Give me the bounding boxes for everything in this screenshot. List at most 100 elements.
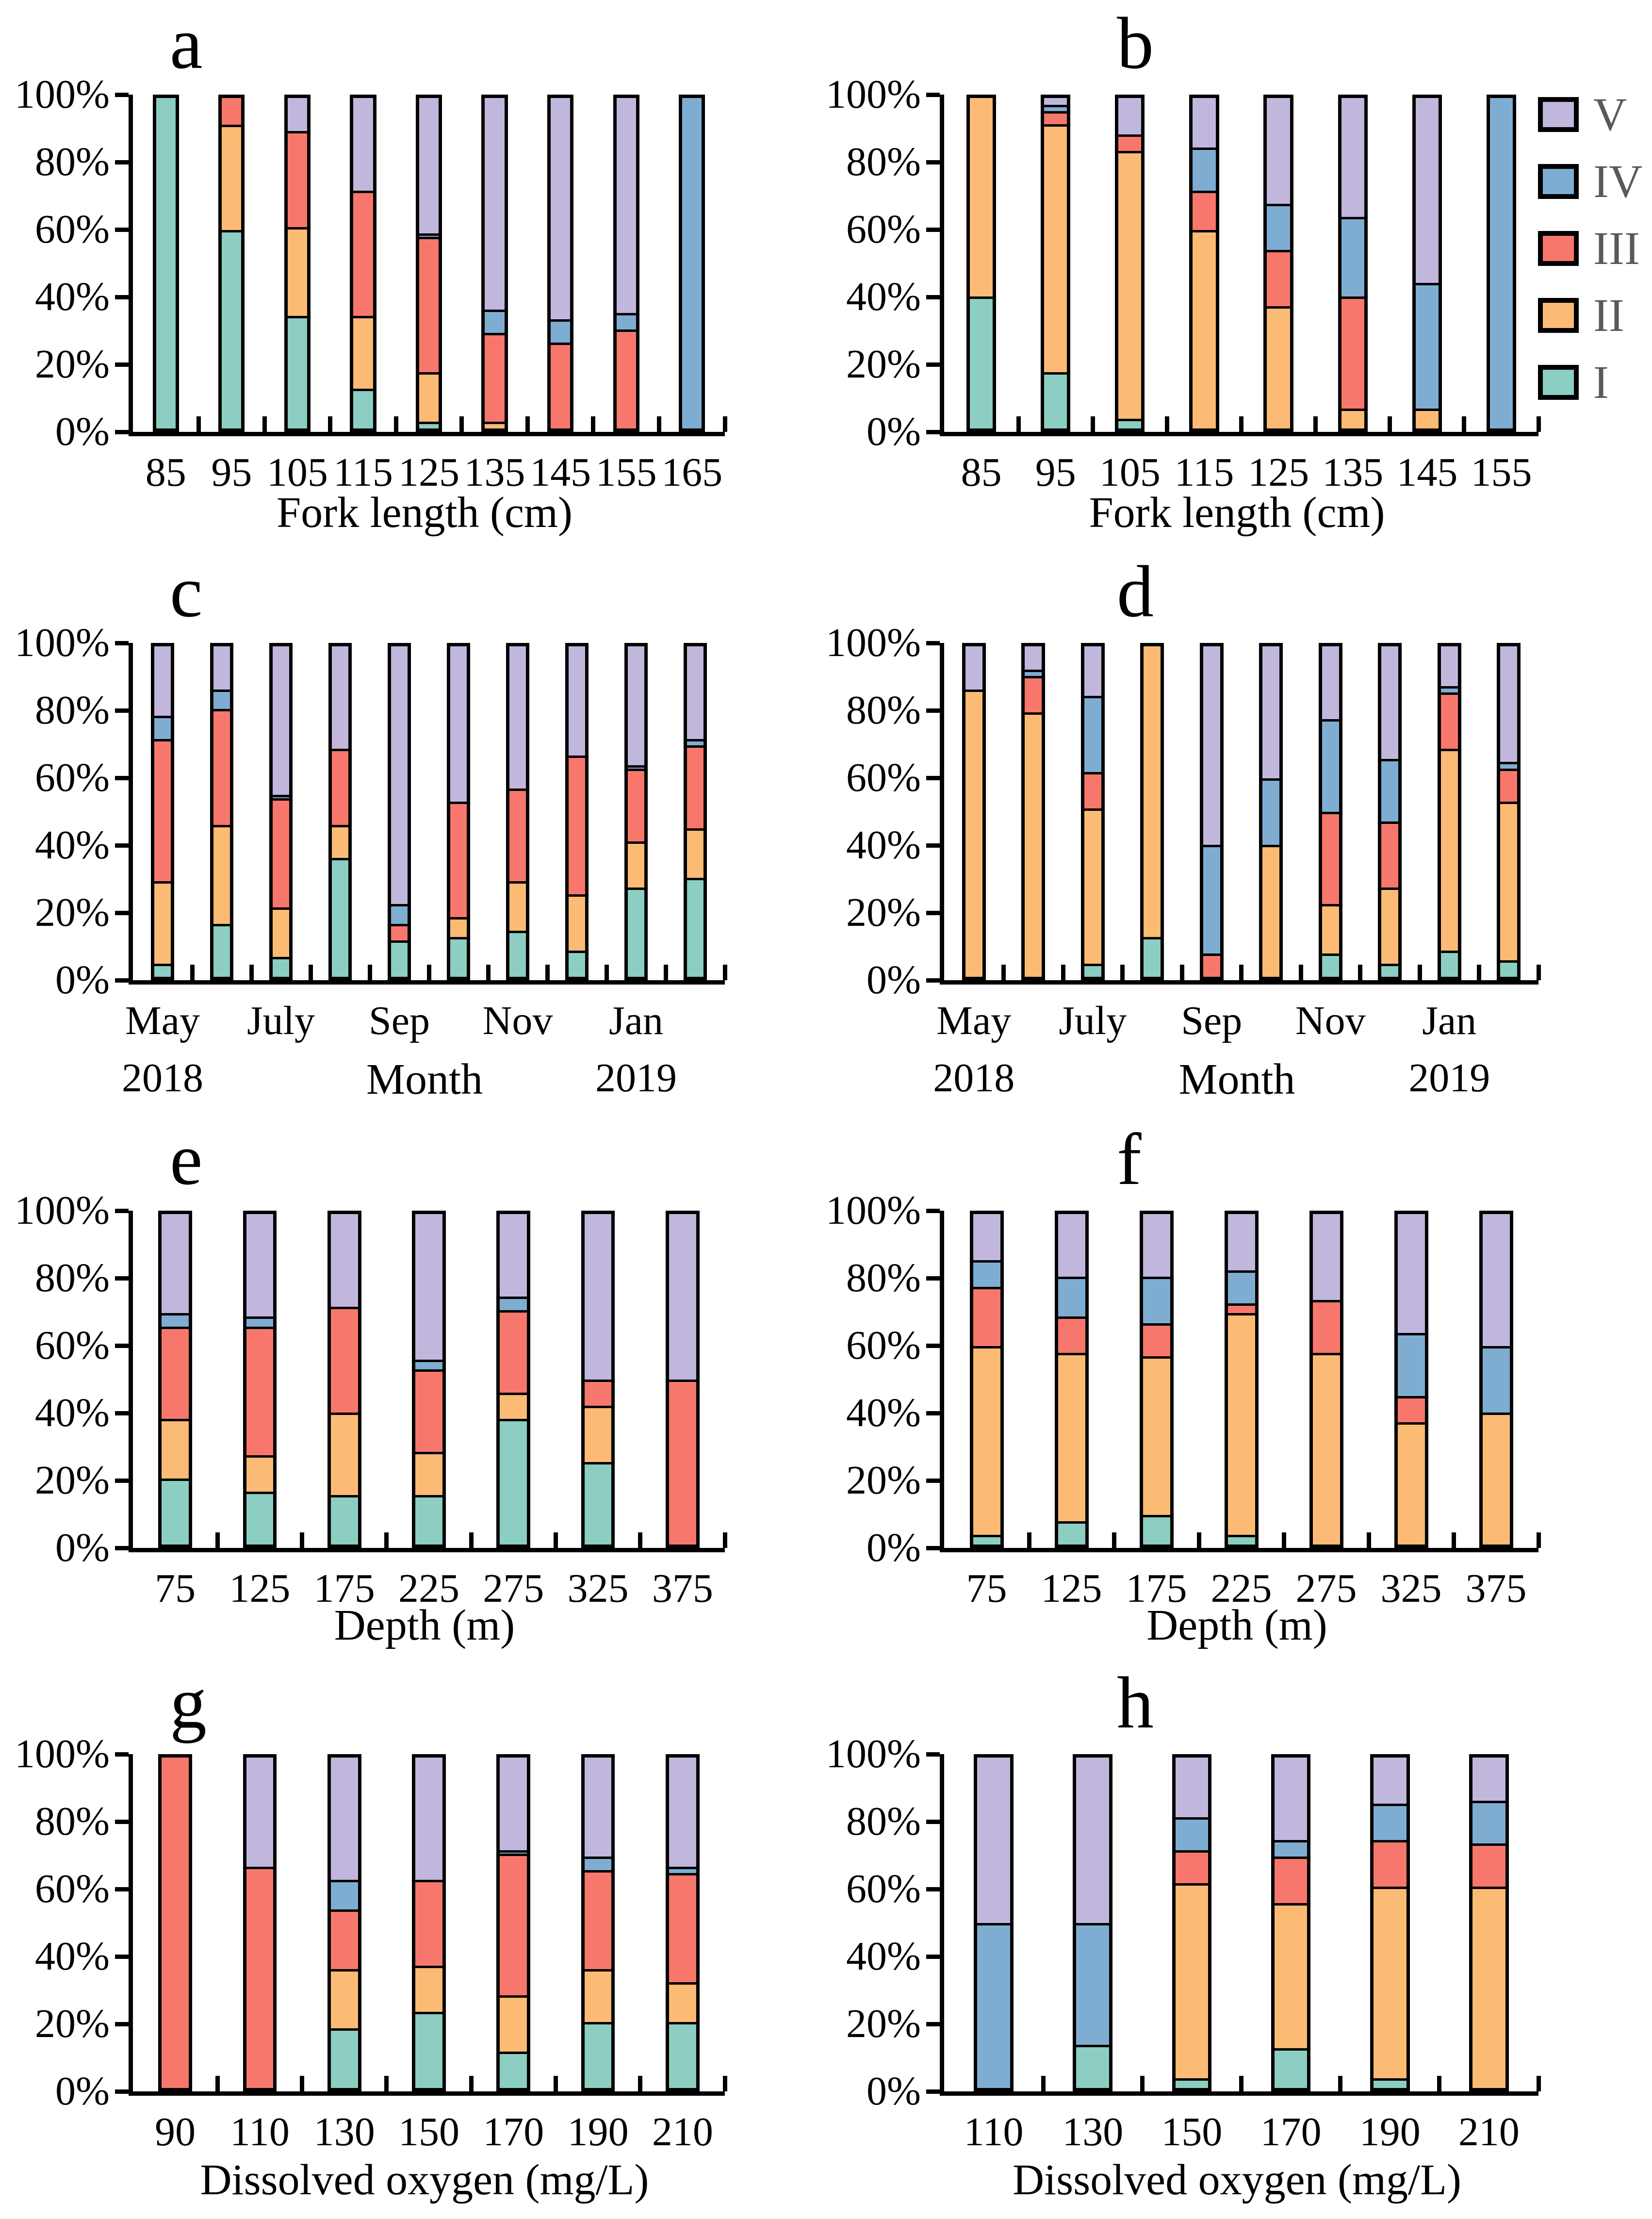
segment-IV	[973, 1260, 1000, 1287]
segment-IV	[419, 233, 439, 237]
segment-I	[1118, 418, 1142, 428]
segment-IV	[246, 1316, 274, 1327]
x-category-label: 155	[1471, 450, 1532, 495]
y-axis-tick-label: 0%	[55, 1525, 110, 1570]
segment-I	[272, 957, 290, 977]
x-axis-title: Month	[366, 1055, 483, 1103]
segment-IV	[1482, 1346, 1510, 1413]
x-category-label: 85	[961, 450, 1002, 495]
segment-V	[162, 1214, 189, 1314]
bar-Nov	[1318, 643, 1342, 980]
bar-May	[962, 643, 986, 980]
y-axis-tick-label: 100%	[15, 620, 110, 665]
segment-V	[584, 1758, 612, 1857]
y-axis-tick-label: 80%	[846, 1799, 921, 1844]
segment-V	[1500, 646, 1518, 762]
x-axis-tick	[459, 416, 464, 432]
bar-slot-6	[446, 643, 471, 980]
y-axis-tick-label: 40%	[846, 822, 921, 868]
segment-II	[1341, 409, 1364, 428]
segment-II	[973, 1346, 1000, 1535]
segment-V	[1397, 1214, 1425, 1333]
segment-V	[1084, 646, 1101, 696]
panel-letter-c: c	[170, 551, 203, 632]
x-axis-tick	[1090, 416, 1095, 432]
x-axis-tick	[1140, 2076, 1145, 2091]
segment-II	[1227, 1313, 1255, 1535]
segment-V	[1175, 1758, 1209, 1817]
x-category-label: 125	[398, 450, 459, 495]
segment-V	[965, 646, 982, 690]
panel-letter-f: f	[1117, 1118, 1142, 1200]
x-category-label: 325	[567, 1566, 629, 1611]
segment-V	[272, 646, 290, 795]
bar-170	[496, 1754, 531, 2091]
segment-IV	[1267, 203, 1290, 250]
x-category-label: 110	[964, 2109, 1024, 2154]
x-axis-tick	[1462, 416, 1467, 432]
segment-III	[331, 749, 349, 825]
bar-170	[1271, 1754, 1311, 2091]
y-axis-tick-label: 0%	[867, 957, 921, 1003]
x-category-label: Sep	[1181, 998, 1243, 1043]
y-axis-tick-label: 100%	[15, 72, 110, 117]
segment-II	[1025, 712, 1042, 977]
plot-area: 0% 20% 40% 60% 80% 100% 85 95 105 115 125 135 145 155…	[15, 74, 727, 493]
segment-III	[330, 1306, 358, 1413]
segment-III	[616, 329, 636, 428]
segment-II	[419, 372, 439, 422]
x-axis-title: Dissolved oxygen (mg/L)	[1013, 2156, 1461, 2204]
y-axis-tick-label: 0%	[867, 409, 921, 454]
segment-II	[1312, 1353, 1340, 1545]
segment-III	[584, 1870, 612, 1969]
segment-II	[1193, 230, 1216, 428]
legend-item-II: II	[1538, 292, 1642, 339]
segment-V	[1118, 98, 1142, 134]
segment-I	[330, 1495, 358, 1545]
bar-210	[1469, 1754, 1509, 2091]
segment-II	[1381, 888, 1399, 964]
x-axis-tick	[1536, 1532, 1541, 1548]
segment-IV	[1322, 719, 1339, 812]
segment-V	[213, 646, 230, 690]
segment-III	[450, 802, 467, 918]
y-axis-tick	[115, 160, 129, 164]
segment-V	[1044, 98, 1067, 105]
y-axis-tick	[115, 843, 129, 848]
segment-IV	[1373, 1804, 1407, 1841]
segment-V	[1381, 646, 1399, 759]
bar-375	[1479, 1211, 1513, 1548]
segment-I	[627, 888, 645, 977]
x-category-label: 375	[652, 1566, 713, 1611]
segment-V	[973, 1214, 1000, 1261]
x-category-label: 225	[398, 1566, 459, 1611]
segment-III	[1397, 1396, 1425, 1423]
segment-V	[154, 646, 171, 716]
y-axis-tick	[115, 1954, 129, 1959]
x-category-label: 165	[661, 450, 723, 495]
x-axis-tick	[604, 965, 609, 980]
segment-V	[331, 646, 349, 749]
bar-July	[1080, 643, 1105, 980]
segment-II	[154, 881, 171, 964]
x-category-label: 175	[313, 1566, 375, 1611]
segment-I	[1274, 2048, 1308, 2088]
x-category-label: 210	[1458, 2109, 1520, 2154]
y-axis-tick	[926, 910, 940, 915]
segment-III	[687, 745, 704, 828]
legend-swatch-II	[1538, 298, 1579, 333]
segment-V	[330, 1758, 358, 1880]
bar-slot-10	[1497, 643, 1521, 980]
y-axis-tick-label: 40%	[35, 822, 110, 868]
y-axis-tick	[115, 775, 129, 780]
bar-155	[613, 95, 639, 432]
x-category-label: 95	[1035, 450, 1076, 495]
y-axis-tick-label: 20%	[846, 2001, 921, 2046]
x-year-label: 2019	[595, 1055, 677, 1101]
bar-slot-2	[210, 643, 234, 980]
segment-III	[584, 1379, 612, 1406]
x-axis-tick	[1061, 965, 1065, 980]
segment-IV	[977, 1923, 1010, 2088]
segment-III	[1500, 768, 1518, 802]
segment-IV	[1203, 844, 1220, 954]
